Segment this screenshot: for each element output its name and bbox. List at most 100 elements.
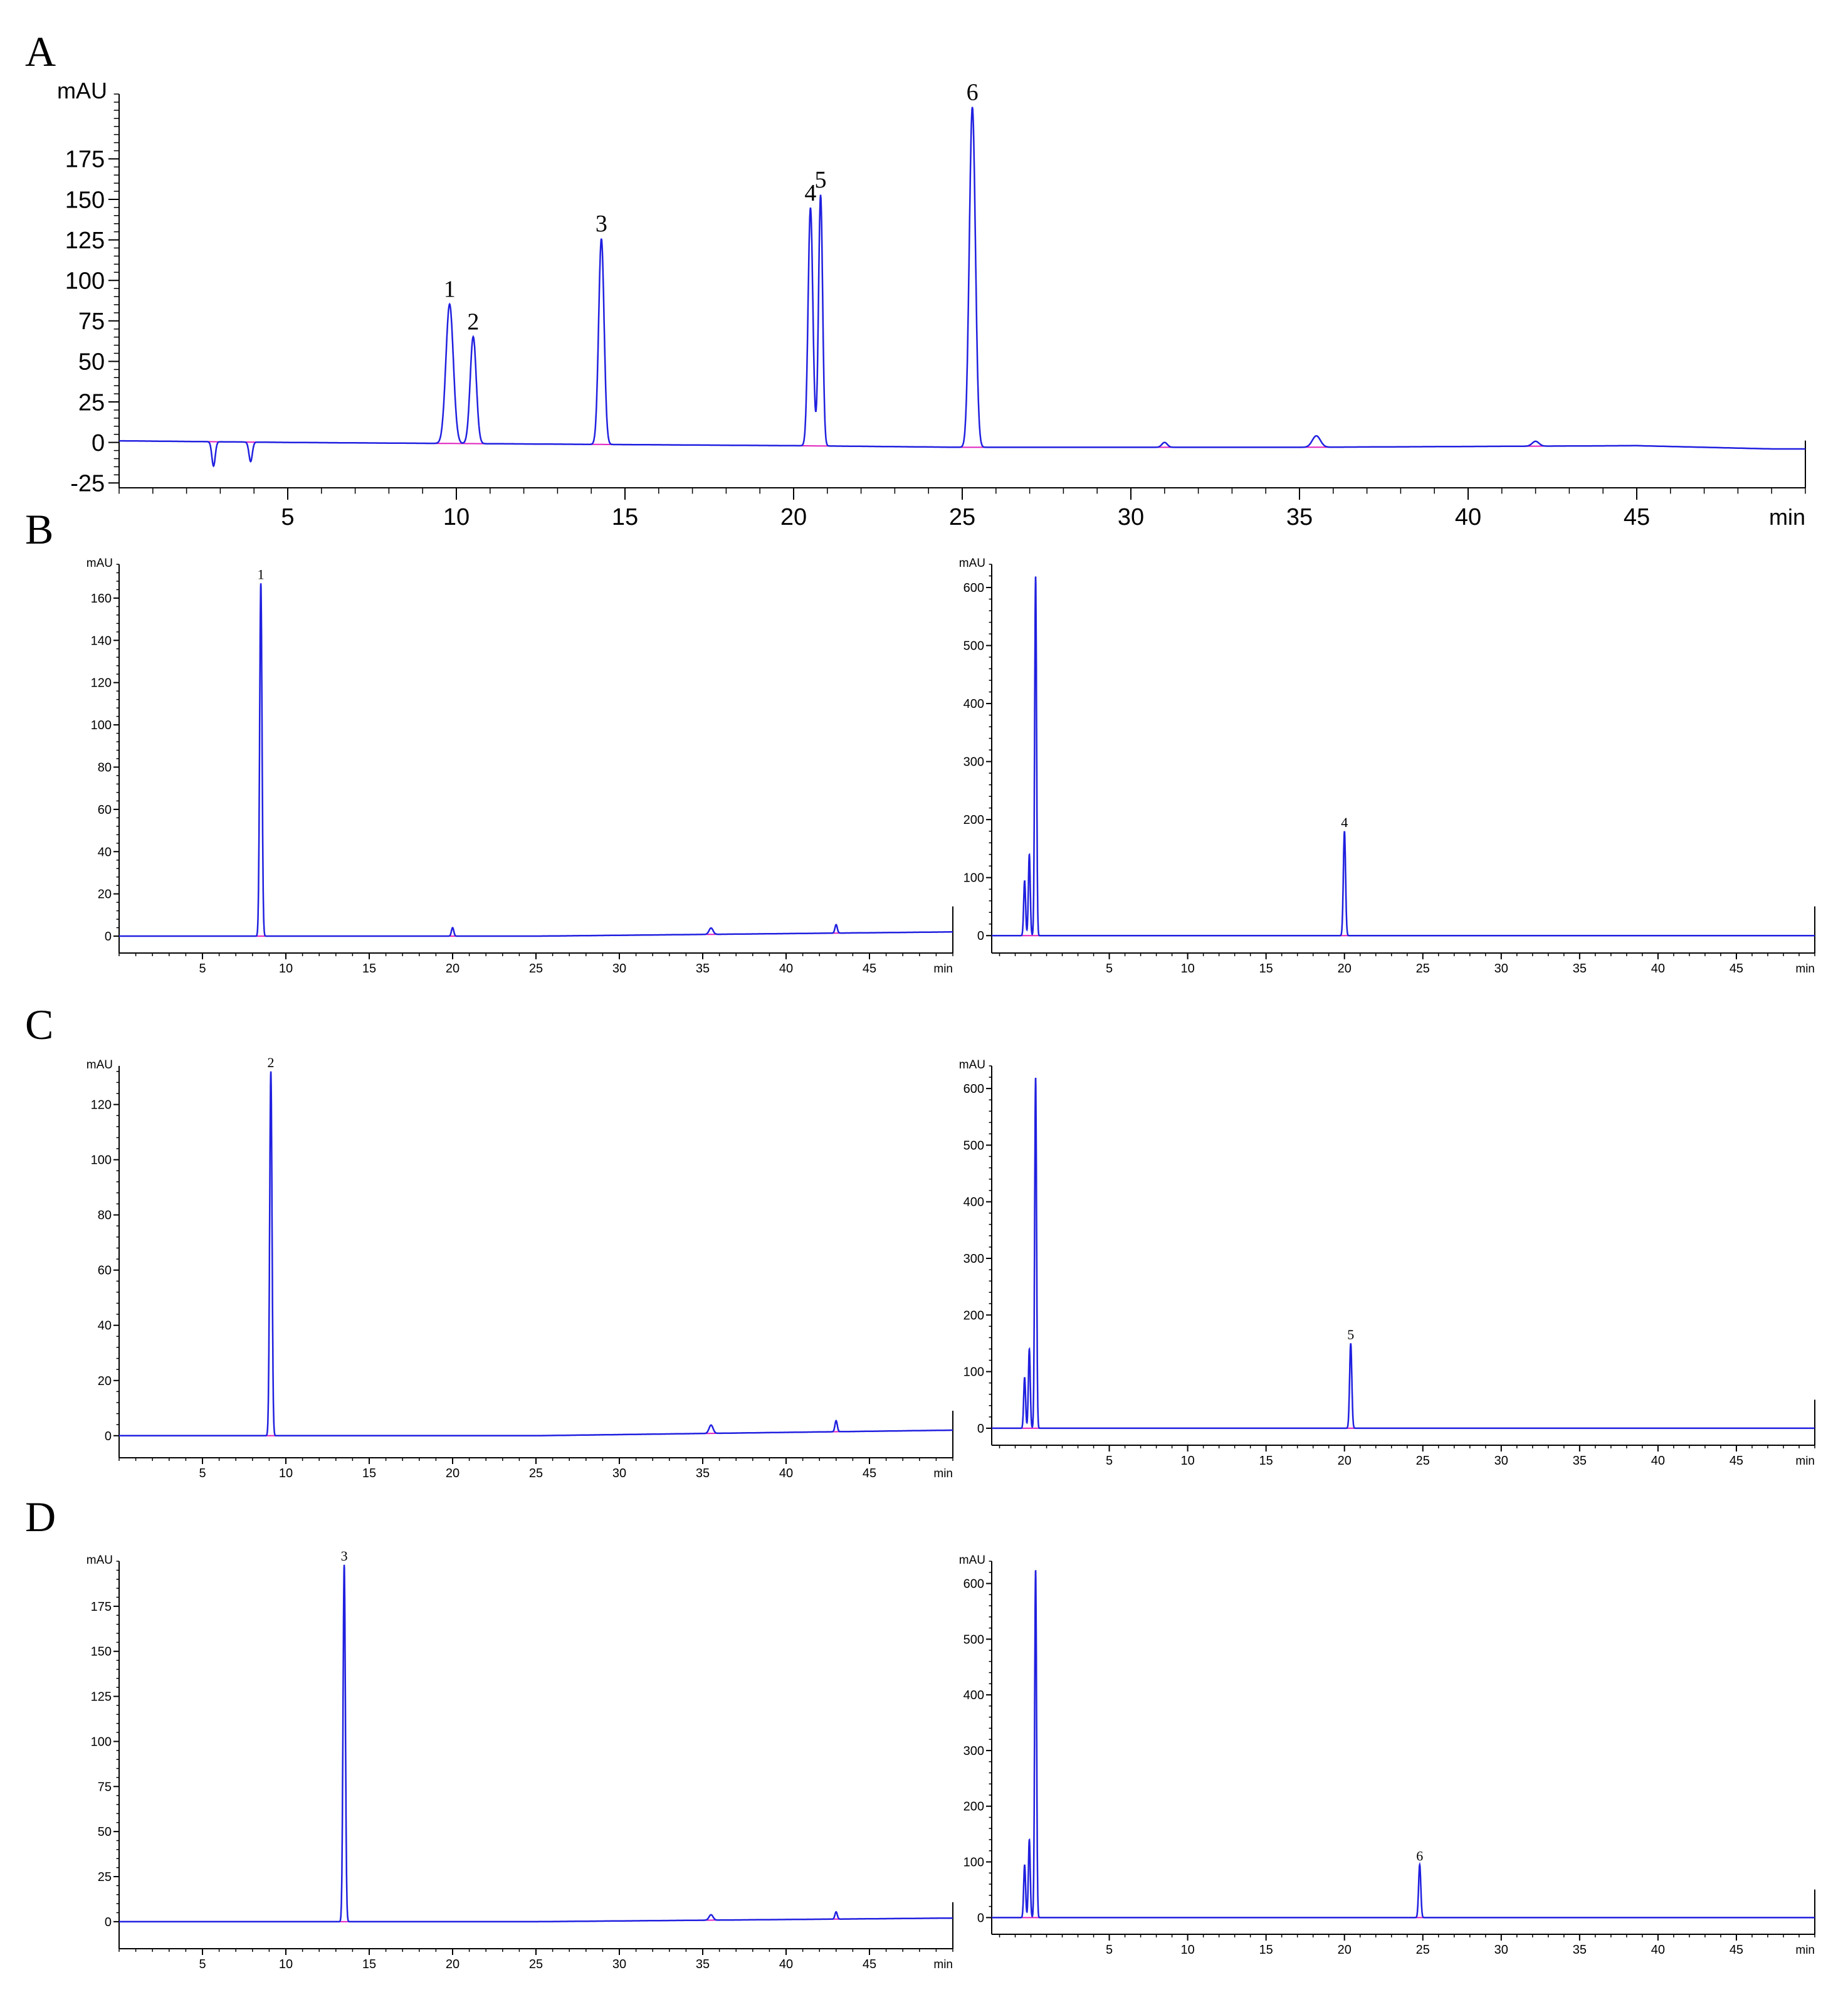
y-tick-label: 0	[105, 1915, 112, 1929]
y-tick-label: 75	[98, 1780, 112, 1794]
x-tick-label: 35	[1286, 504, 1313, 530]
panel-label-d: D	[25, 1493, 56, 1541]
x-unit-label: min	[933, 962, 953, 976]
x-tick-label: 35	[696, 962, 710, 976]
y-tick-label: 140	[91, 634, 112, 648]
y-tick-label: 75	[78, 308, 105, 335]
y-tick-label: 200	[963, 1309, 984, 1322]
x-tick-label: 30	[612, 1957, 626, 1971]
y-unit-label: mAU	[959, 1554, 985, 1567]
y-tick-label: 175	[91, 1600, 112, 1614]
y-tick-label: 300	[963, 1252, 984, 1266]
signal-trace	[992, 1077, 1815, 1430]
y-tick-label: 80	[98, 761, 112, 774]
y-tick-label: 40	[98, 845, 112, 859]
x-tick-label: 25	[1416, 1943, 1430, 1957]
signal-trace	[119, 583, 953, 937]
x-tick-label: 5	[199, 1467, 206, 1480]
y-tick-label: 500	[963, 640, 984, 653]
peak-label-5: 5	[1347, 1327, 1354, 1342]
x-unit-label: min	[1769, 504, 1805, 530]
x-tick-label: 40	[779, 1957, 793, 1971]
x-unit-label: min	[1795, 1455, 1815, 1468]
y-tick-label: 60	[98, 803, 112, 817]
peak-label-2: 2	[268, 1055, 275, 1070]
x-tick-label: 20	[1338, 1943, 1352, 1957]
y-tick-label: 160	[91, 592, 112, 606]
x-tick-label: 5	[199, 1957, 206, 1971]
y-tick-label: 25	[98, 1870, 112, 1884]
x-tick-label: 5	[281, 504, 294, 530]
y-tick-label: 200	[963, 813, 984, 827]
x-tick-label: 45	[863, 962, 876, 976]
x-tick-label: 10	[279, 1957, 293, 1971]
y-tick-label: 100	[65, 268, 105, 295]
x-tick-label: 20	[446, 962, 459, 976]
peak-label-6: 6	[967, 79, 979, 105]
y-tick-label: 125	[65, 228, 105, 254]
x-tick-label: 45	[1730, 1943, 1743, 1957]
y-tick-label: 0	[105, 1430, 112, 1443]
y-tick-label: 120	[91, 677, 112, 690]
x-tick-label: 30	[1494, 1943, 1508, 1957]
x-tick-label: 25	[1416, 962, 1430, 976]
x-unit-label: min	[933, 1467, 953, 1480]
y-tick-label: 120	[91, 1098, 112, 1112]
x-tick-label: 30	[1494, 1454, 1508, 1468]
x-tick-label: 40	[1651, 1454, 1665, 1468]
peak-label-4: 4	[804, 180, 816, 206]
x-tick-label: 35	[1573, 1943, 1587, 1957]
x-tick-label: 15	[1259, 1943, 1273, 1957]
x-tick-label: 10	[279, 962, 293, 976]
y-unit-label: mAU	[57, 78, 107, 103]
x-tick-label: 25	[1416, 1454, 1430, 1468]
y-unit-label: mAU	[87, 1058, 113, 1072]
y-tick-label: 500	[963, 1633, 984, 1646]
y-tick-label: 0	[977, 1422, 984, 1436]
y-unit-label: mAU	[87, 1554, 113, 1567]
x-tick-label: 5	[1106, 962, 1113, 976]
y-unit-label: mAU	[87, 557, 113, 570]
x-tick-label: 45	[1730, 1454, 1743, 1468]
peak-label-1: 1	[444, 277, 456, 303]
signal-trace	[119, 107, 1805, 468]
x-tick-label: 35	[1573, 962, 1587, 976]
signal-trace	[992, 1570, 1815, 1919]
x-tick-label: 40	[779, 962, 793, 976]
x-tick-label: 45	[1624, 504, 1650, 530]
x-tick-label: 5	[199, 962, 206, 976]
y-tick-label: 150	[91, 1645, 112, 1659]
y-tick-label: 600	[963, 1082, 984, 1096]
x-tick-label: 40	[1651, 1943, 1665, 1957]
x-tick-label: 40	[779, 1467, 793, 1480]
x-tick-label: 45	[863, 1957, 876, 1971]
x-tick-label: 10	[279, 1467, 293, 1480]
y-tick-label: 125	[91, 1690, 112, 1704]
x-tick-label: 35	[696, 1957, 710, 1971]
y-tick-label: 100	[91, 719, 112, 732]
x-tick-label: 20	[780, 504, 807, 530]
x-tick-label: 30	[612, 962, 626, 976]
y-tick-label: 300	[963, 1744, 984, 1758]
x-tick-label: 25	[529, 1957, 543, 1971]
y-tick-label: 300	[963, 756, 984, 769]
y-tick-label: 150	[65, 187, 105, 213]
y-tick-label: 100	[91, 1154, 112, 1167]
peak-label-5: 5	[815, 167, 827, 193]
y-unit-label: mAU	[959, 1058, 985, 1072]
x-tick-label: 15	[362, 1467, 376, 1480]
x-tick-label: 15	[612, 504, 638, 530]
y-tick-label: 50	[78, 349, 105, 376]
x-tick-label: 35	[696, 1467, 710, 1480]
x-tick-label: 25	[529, 962, 543, 976]
y-tick-label: 20	[98, 1374, 112, 1388]
y-tick-label: 25	[78, 389, 105, 416]
y-tick-label: -25	[70, 471, 105, 497]
x-tick-label: 10	[443, 504, 470, 530]
y-tick-label: 0	[977, 929, 984, 943]
signal-trace	[992, 576, 1815, 937]
